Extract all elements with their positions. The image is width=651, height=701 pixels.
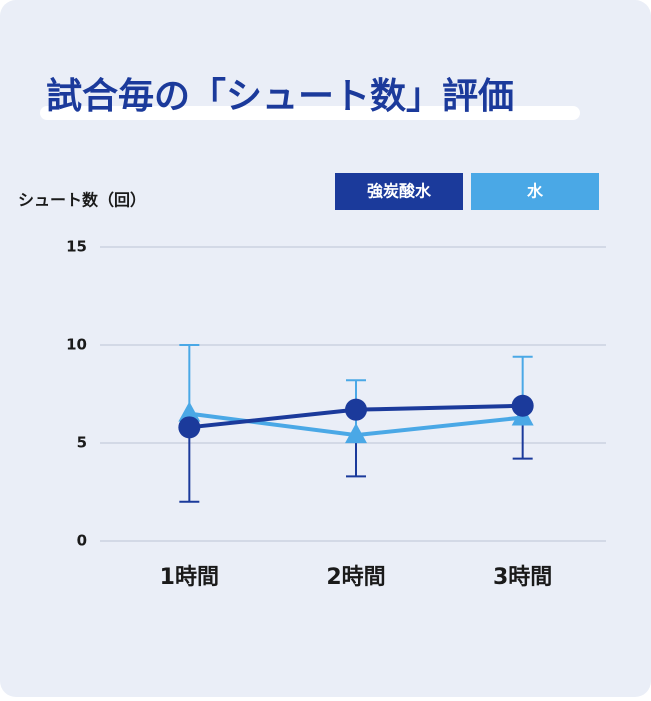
y-tick-label: 15 (66, 238, 87, 256)
marker (345, 398, 367, 421)
x-tick-label: 2時間 (326, 565, 385, 590)
legend-label: 強炭酸水 (367, 182, 432, 201)
x-tick-label: 3時間 (493, 565, 552, 590)
legend-swatch (471, 173, 599, 210)
title-highlight (40, 106, 580, 120)
y-axis-label: シュート数（回） (18, 191, 146, 210)
marker (178, 401, 201, 422)
x-tick-label: 1時間 (160, 565, 219, 590)
marker (345, 423, 367, 444)
marker (178, 416, 201, 439)
y-tick-label: 0 (77, 532, 87, 550)
y-tick-label: 5 (77, 434, 87, 452)
legend-label: 水 (527, 182, 544, 201)
chart-title: 試合毎の「シュート数」評価 (46, 76, 514, 117)
legend-swatch (335, 173, 463, 210)
marker (511, 394, 534, 417)
y-tick-label: 10 (66, 336, 87, 354)
